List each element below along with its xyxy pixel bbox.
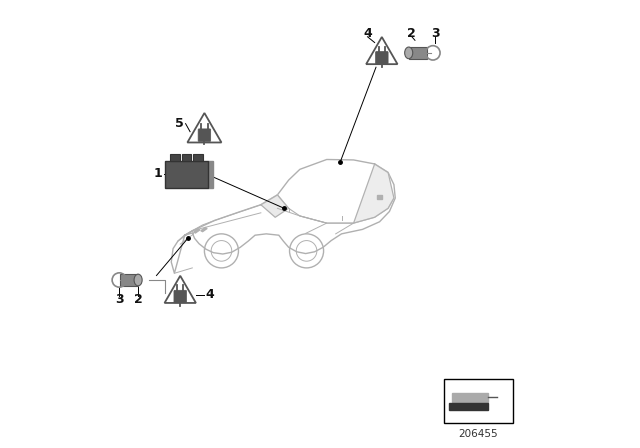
- FancyBboxPatch shape: [174, 290, 186, 303]
- FancyBboxPatch shape: [376, 52, 388, 64]
- Text: 206455: 206455: [458, 429, 498, 439]
- Text: 3: 3: [115, 293, 124, 306]
- Polygon shape: [208, 161, 213, 188]
- Polygon shape: [201, 228, 207, 232]
- Text: 1: 1: [154, 167, 163, 181]
- Polygon shape: [194, 229, 200, 233]
- FancyBboxPatch shape: [120, 274, 138, 286]
- Ellipse shape: [134, 274, 142, 286]
- Polygon shape: [378, 195, 382, 199]
- FancyBboxPatch shape: [198, 129, 211, 142]
- FancyBboxPatch shape: [170, 154, 180, 161]
- Text: 4: 4: [363, 27, 372, 40]
- Polygon shape: [353, 164, 394, 223]
- Polygon shape: [449, 403, 488, 410]
- FancyBboxPatch shape: [409, 47, 427, 59]
- Polygon shape: [452, 393, 488, 402]
- FancyBboxPatch shape: [193, 154, 203, 161]
- Polygon shape: [261, 195, 289, 217]
- Text: 4: 4: [205, 288, 214, 302]
- FancyBboxPatch shape: [444, 379, 513, 423]
- FancyBboxPatch shape: [182, 154, 191, 161]
- Ellipse shape: [404, 47, 413, 59]
- Text: 2: 2: [408, 26, 416, 40]
- Text: 3: 3: [431, 26, 440, 40]
- Text: 2: 2: [134, 293, 143, 306]
- FancyBboxPatch shape: [165, 161, 208, 188]
- Text: 5: 5: [175, 117, 184, 130]
